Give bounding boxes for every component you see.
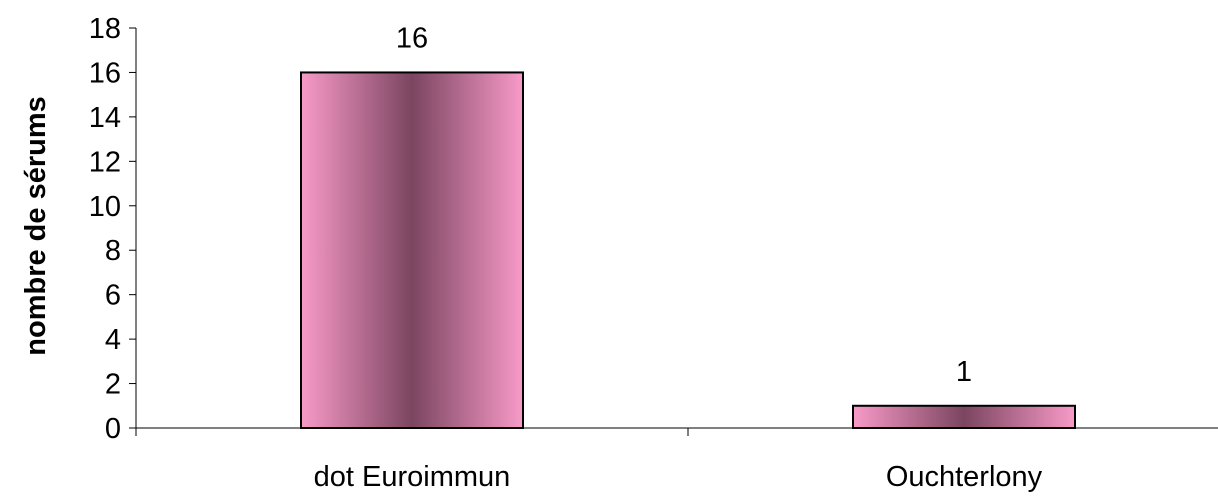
bar	[300, 71, 524, 429]
data-labels: 16 1	[396, 22, 972, 387]
y-tick-label: 8	[105, 235, 121, 267]
y-axis-title: nombre de sérums	[20, 96, 52, 355]
x-category-label: Ouchterlony	[886, 461, 1043, 493]
y-tick-label: 2	[105, 369, 121, 401]
y-tick-label: 4	[105, 324, 121, 356]
y-tick-label: 6	[105, 280, 121, 312]
y-tick-label: 0	[105, 413, 121, 445]
y-tick-label: 18	[89, 13, 121, 45]
y-tick-label: 10	[89, 191, 121, 223]
x-category-label: dot Euroimmun	[314, 461, 511, 493]
x-axis-ticks: dot Euroimmun Ouchterlony	[135, 428, 1043, 493]
y-tick-label: 14	[89, 102, 121, 134]
bar-data-label: 16	[396, 22, 428, 54]
bar-data-label: 1	[956, 356, 972, 388]
bars	[300, 71, 1076, 429]
y-tick-label: 16	[89, 57, 121, 89]
y-tick-label: 12	[89, 146, 121, 178]
bar	[852, 404, 1076, 429]
y-axis-ticks: 0 2 4 6 8 10 12 14 16 18	[89, 13, 136, 445]
